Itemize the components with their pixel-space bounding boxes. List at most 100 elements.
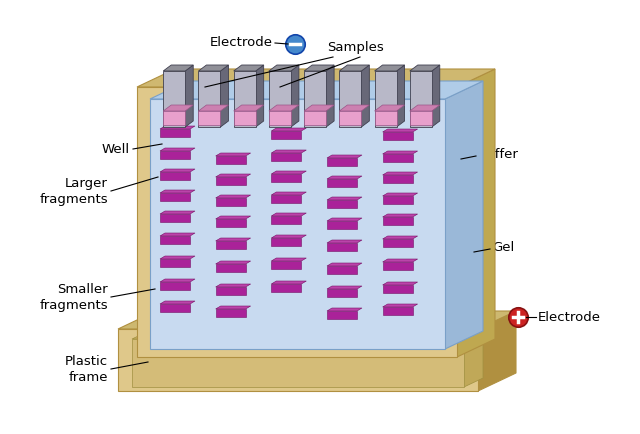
Polygon shape [339,106,369,112]
Polygon shape [327,180,357,187]
Text: Electrode: Electrode [210,36,273,49]
Polygon shape [271,196,301,204]
Polygon shape [160,279,195,283]
Polygon shape [163,106,193,112]
Polygon shape [163,66,193,72]
Polygon shape [327,243,357,251]
Polygon shape [271,154,301,161]
Polygon shape [269,106,299,112]
Polygon shape [271,238,301,247]
Polygon shape [198,106,228,112]
Polygon shape [374,66,404,72]
Polygon shape [234,66,264,72]
Polygon shape [271,258,307,261]
Polygon shape [457,70,495,357]
Polygon shape [374,106,404,112]
Polygon shape [362,66,369,128]
Polygon shape [327,240,362,243]
Polygon shape [160,173,190,181]
Polygon shape [410,72,432,128]
Text: Smaller
fragments: Smaller fragments [40,283,108,312]
Polygon shape [198,72,220,128]
Polygon shape [160,233,195,237]
Polygon shape [216,238,251,241]
Polygon shape [432,66,440,128]
Polygon shape [234,72,255,128]
Polygon shape [383,130,418,133]
Polygon shape [160,304,190,312]
Polygon shape [163,72,185,128]
Text: Samples: Samples [326,41,383,54]
Polygon shape [160,149,195,151]
Polygon shape [137,70,495,88]
Polygon shape [327,263,362,266]
Polygon shape [271,236,307,238]
Polygon shape [216,157,246,164]
Polygon shape [383,283,418,285]
Polygon shape [327,311,357,319]
Polygon shape [327,177,362,180]
Polygon shape [339,112,362,126]
Polygon shape [374,72,397,128]
Polygon shape [383,176,413,184]
Polygon shape [339,66,369,72]
Polygon shape [160,301,195,304]
Polygon shape [327,289,357,297]
Polygon shape [160,211,195,214]
Polygon shape [216,284,251,287]
Polygon shape [397,66,404,128]
Polygon shape [160,194,190,201]
Polygon shape [216,261,251,264]
Polygon shape [383,133,413,141]
Text: Gel: Gel [492,241,515,254]
Text: Plastic
frame: Plastic frame [65,355,108,384]
Polygon shape [383,197,413,204]
Polygon shape [216,154,251,157]
Polygon shape [383,263,413,270]
Polygon shape [234,106,264,112]
Polygon shape [291,66,299,128]
Polygon shape [327,308,362,311]
Polygon shape [216,178,246,186]
Polygon shape [464,330,483,387]
Polygon shape [269,112,291,126]
Polygon shape [304,106,334,112]
Polygon shape [132,330,483,339]
Polygon shape [216,287,246,295]
Polygon shape [383,304,418,307]
Polygon shape [383,173,418,176]
Polygon shape [271,281,307,284]
Polygon shape [374,112,397,126]
Polygon shape [216,174,251,178]
Polygon shape [220,66,228,128]
Polygon shape [327,286,362,289]
Polygon shape [271,132,301,140]
Polygon shape [160,127,195,130]
Polygon shape [271,193,307,196]
Polygon shape [327,218,362,221]
Polygon shape [383,194,418,197]
Polygon shape [383,240,413,247]
Polygon shape [150,82,483,100]
Polygon shape [383,260,418,263]
Polygon shape [216,217,251,220]
Polygon shape [304,112,326,126]
Polygon shape [271,284,301,293]
Polygon shape [163,112,185,126]
Polygon shape [327,156,362,159]
Text: Buffer: Buffer [478,148,519,161]
Text: Well: Well [102,143,130,156]
Polygon shape [137,88,457,357]
Polygon shape [216,196,251,198]
Polygon shape [160,260,190,267]
Polygon shape [269,66,299,72]
Polygon shape [198,66,228,72]
Polygon shape [304,66,334,72]
Polygon shape [150,100,445,349]
Polygon shape [410,66,440,72]
Polygon shape [160,283,190,290]
Polygon shape [327,266,357,274]
Polygon shape [271,217,301,224]
Polygon shape [410,106,440,112]
Polygon shape [160,191,195,194]
